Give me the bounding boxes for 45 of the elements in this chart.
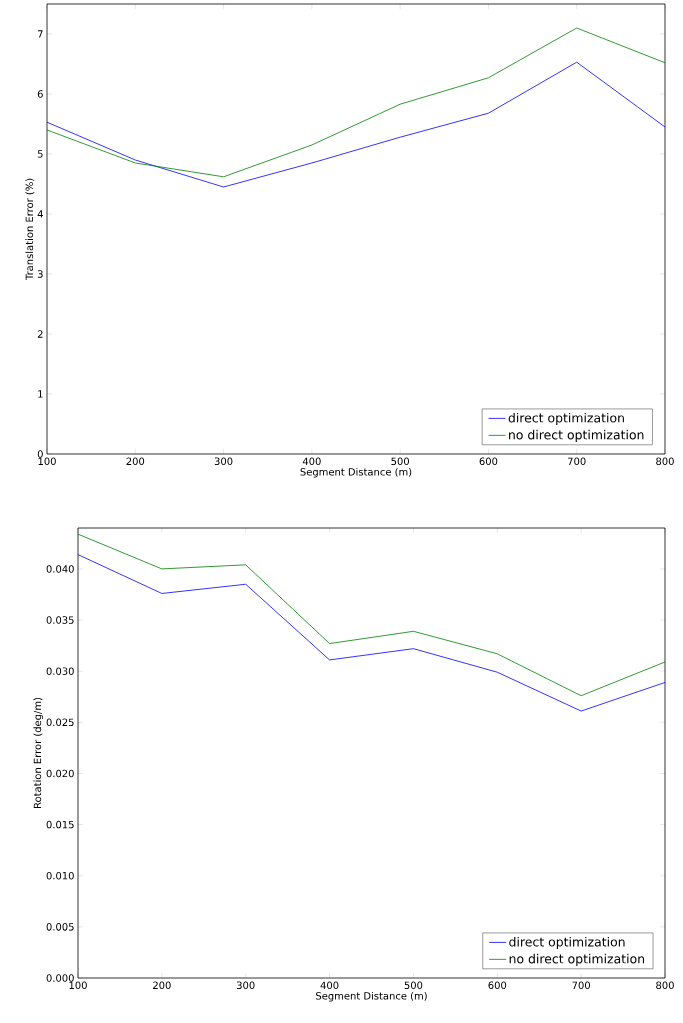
- y-tick-label: 4: [37, 210, 43, 218]
- y-tick-label: 0: [37, 450, 43, 458]
- y-tick-label: 0.040: [46, 565, 74, 573]
- line-series: [78, 554, 665, 712]
- y-tick-label: 0.020: [46, 769, 74, 778]
- y-tick-label: 2: [37, 330, 43, 338]
- x-tick-label: 300: [236, 981, 255, 990]
- x-tick-label: 200: [126, 457, 145, 466]
- x-tick-label: 500: [391, 457, 409, 466]
- x-tick-label: 700: [568, 457, 586, 466]
- x-tick-label: 300: [214, 457, 233, 466]
- y-tick-label: 1: [38, 390, 43, 398]
- x-tick-label: 700: [572, 981, 590, 990]
- x-tick-label: 800: [656, 981, 674, 990]
- x-tick-label: 600: [479, 457, 498, 466]
- x-tick-label: 100: [38, 457, 56, 466]
- y-tick-label: 0.015: [46, 820, 74, 829]
- y-tick-label: 0.005: [46, 923, 74, 931]
- y-tick-label: 7: [37, 30, 43, 38]
- x-tick-label: 500: [404, 981, 423, 990]
- x-tick-label: 400: [320, 981, 339, 990]
- y-tick-label: 5: [37, 150, 43, 158]
- y-tick-label: 0.035: [46, 616, 74, 624]
- y-tick-label: 3: [37, 270, 43, 278]
- x-tick-label: 800: [656, 457, 674, 466]
- line-series: [47, 27, 665, 178]
- legend-label: direct optimization: [508, 412, 624, 425]
- legend-label: no direct optimization: [509, 953, 645, 966]
- y-tick-label: 0.010: [46, 871, 74, 880]
- y-tick-label: 0.025: [46, 718, 74, 727]
- x-tick-label: 100: [69, 981, 87, 990]
- line-series: [78, 533, 665, 697]
- x-tick-label: 600: [488, 981, 507, 990]
- x-axis-title: Segment Distance (m): [300, 467, 412, 478]
- y-tick-label: 0.000: [46, 974, 74, 982]
- y-axis-title: Rotation Error (deg/m): [33, 697, 44, 808]
- y-tick-label: 0.030: [46, 667, 74, 675]
- y-tick-label: 6: [37, 90, 43, 98]
- legend-label: direct optimization: [509, 936, 625, 949]
- x-tick-label: 400: [302, 457, 321, 466]
- x-axis-title: Segment Distance (m): [316, 991, 427, 1002]
- x-tick-label: 200: [153, 981, 171, 990]
- y-axis-title: Translation Error (%): [25, 178, 35, 281]
- line-series: [47, 61, 665, 188]
- legend-label: no direct optimization: [509, 429, 644, 442]
